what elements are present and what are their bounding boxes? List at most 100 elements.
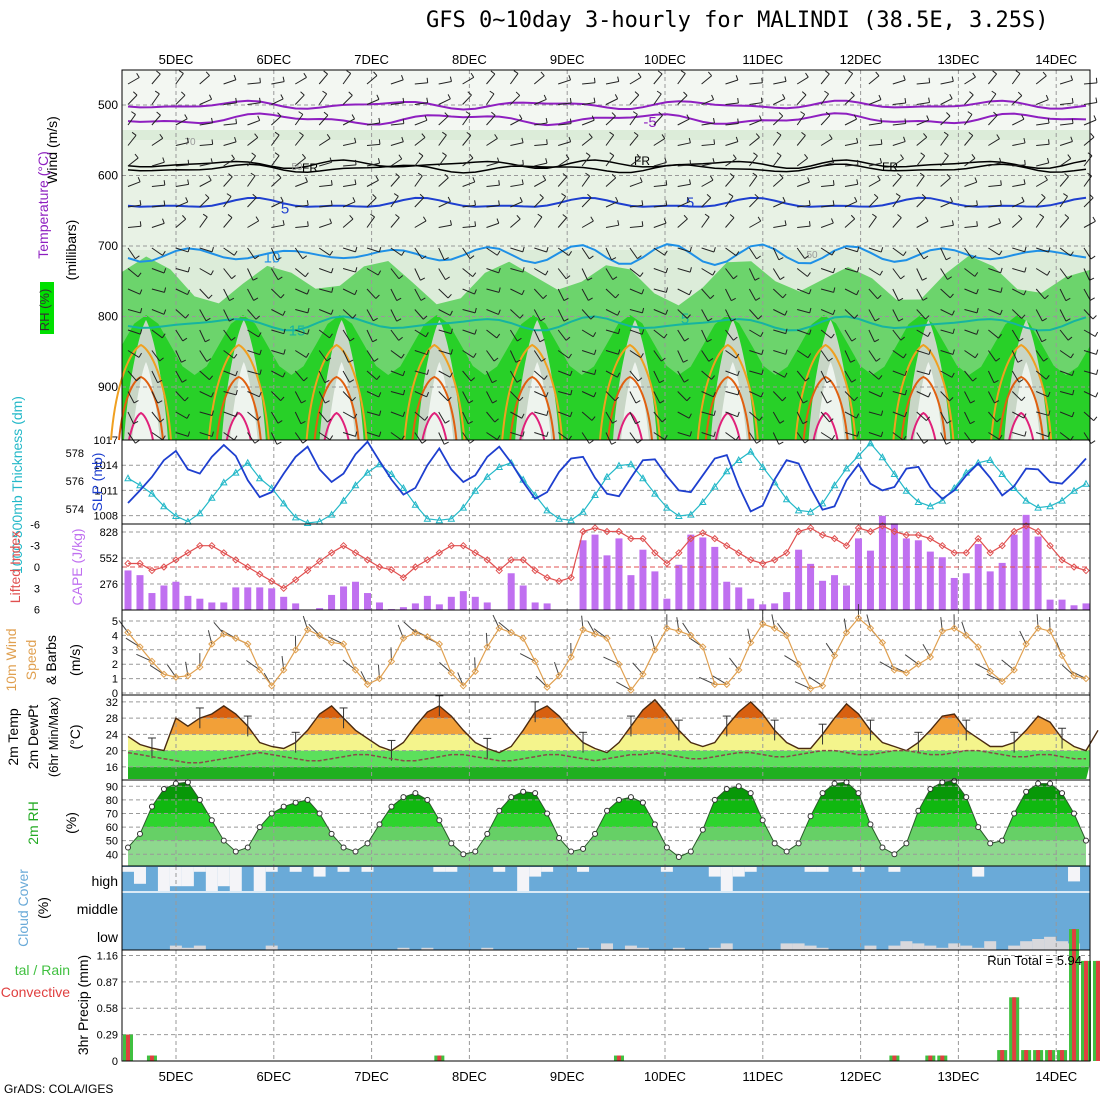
wind-barb-flag	[424, 416, 429, 421]
wind-barb	[366, 179, 379, 187]
wind-barb	[151, 391, 159, 404]
wind-barb	[1083, 268, 1090, 281]
wind-barb	[558, 102, 572, 105]
wind-barb-flag	[874, 317, 880, 322]
wind-barb	[271, 329, 285, 335]
wind-barb	[796, 247, 806, 259]
wind-barb	[510, 288, 523, 296]
wind-barb-flag	[379, 410, 382, 416]
cloud-high-block	[433, 867, 446, 872]
wind-speed-marker	[687, 631, 695, 640]
wind-barb-flag	[134, 153, 139, 159]
wind-speed-marker	[220, 630, 228, 638]
wind-barb-flag	[998, 218, 1002, 224]
thickness-marker	[148, 489, 156, 497]
wind-barb-flag	[903, 136, 906, 142]
wind-barb	[940, 155, 949, 167]
cape-bar	[531, 602, 539, 610]
wind-barb	[175, 142, 189, 146]
rh-marker	[520, 788, 527, 795]
wind-barb	[725, 196, 734, 208]
cloud-high-block	[193, 867, 206, 872]
precip-tick-label: 1.16	[97, 950, 118, 962]
wind-barb	[748, 432, 757, 444]
cape-bar	[711, 546, 719, 610]
wind-barb	[486, 73, 496, 85]
wind-speed-marker	[232, 634, 240, 642]
cape-bar	[1070, 605, 1078, 610]
cape-bar	[831, 575, 839, 610]
wind-barb-flag	[254, 255, 260, 260]
wind-barb-flag	[259, 349, 262, 355]
wind-barb-flag	[323, 111, 329, 116]
wind-barb	[772, 155, 782, 167]
rh-tick-label: 90	[106, 781, 118, 793]
wind-barb-flag	[494, 134, 498, 139]
slp-line	[127, 440, 1087, 513]
wind-barb-flag	[904, 370, 908, 376]
wind-barb	[175, 309, 186, 319]
wind-barb	[581, 155, 591, 167]
wind-barb	[462, 135, 472, 146]
wind-barb	[988, 138, 1000, 146]
wind-barb-flag	[421, 255, 427, 260]
wind-barb	[772, 268, 781, 280]
wind-barb-flag	[467, 91, 472, 96]
contour-label: 5	[281, 201, 289, 218]
wind-barb	[868, 268, 881, 276]
wind-barb-flag	[709, 175, 714, 181]
cape-bar	[579, 540, 587, 610]
wind-barb-flag	[565, 275, 571, 280]
wind-barb	[653, 309, 667, 315]
wind-barb	[868, 329, 875, 342]
wind-barb	[557, 217, 568, 228]
wind-barb-flag	[133, 421, 139, 425]
wind-barb	[677, 288, 690, 296]
rh-marker	[1011, 810, 1018, 817]
wind-barb	[581, 329, 594, 338]
wind-barb-flag	[585, 172, 590, 177]
wind-barb-flag	[635, 400, 641, 404]
wind-barb-flag	[1000, 180, 1002, 186]
wind-barb	[199, 122, 213, 126]
wind-barb-flag	[614, 396, 619, 402]
wind-barb-flag	[378, 117, 381, 123]
wind-barb	[151, 204, 165, 208]
wind-barb-flag	[568, 75, 572, 81]
rh-tick-label: 50	[106, 836, 118, 848]
cape-bar	[184, 595, 192, 610]
wind-barb	[916, 268, 923, 281]
wind-barb	[964, 76, 976, 85]
cloud-low-block	[624, 945, 637, 950]
wind-barb-flag	[307, 307, 310, 314]
rh-marker	[604, 807, 610, 814]
wind-barb-flag	[162, 435, 166, 441]
wind-barb	[701, 329, 708, 342]
wind-barb-flag	[1071, 411, 1075, 417]
wind-barb-flag	[184, 397, 189, 402]
wind-barb	[175, 350, 182, 363]
wind-barb-flag	[395, 173, 400, 178]
wind-barb	[844, 350, 851, 363]
wind-barb-flag	[831, 434, 836, 440]
wind-barb	[796, 76, 809, 85]
temp-band	[128, 718, 1090, 735]
rh-marker	[484, 830, 491, 837]
wind-barb-flag	[402, 370, 406, 376]
wind-barb	[629, 181, 643, 187]
cape-bar	[675, 564, 683, 610]
temp-contour-warm	[599, 343, 661, 441]
wind-barb	[964, 94, 974, 105]
wind-barb	[868, 162, 882, 167]
wind-barb	[653, 184, 667, 187]
wind-barb-flag	[139, 200, 142, 206]
day-label-top: 9DEC	[550, 52, 585, 67]
wind-speed-marker	[890, 666, 899, 674]
wind-barb-flag	[735, 75, 739, 81]
surface-wind-barb	[593, 628, 608, 639]
wind-barb-flag	[330, 200, 333, 206]
wind-barb-flag	[330, 268, 334, 274]
wind-barb-flag	[377, 270, 382, 276]
temp-contour-warm	[794, 343, 857, 441]
wind-barb	[342, 411, 355, 419]
